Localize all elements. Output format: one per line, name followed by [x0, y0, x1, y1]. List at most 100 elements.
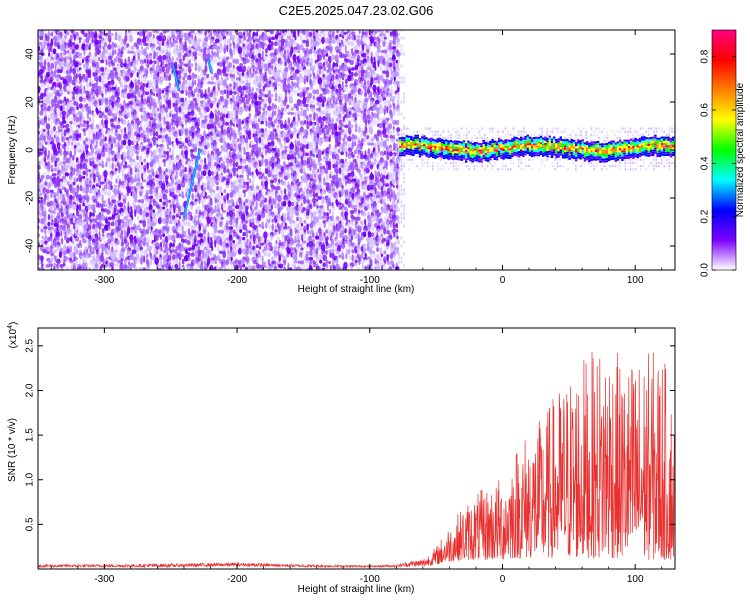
- heatmap-noise-cell: [283, 266, 287, 270]
- heatmap-noise-cell: [172, 259, 176, 265]
- heatmap-noise-cell: [72, 203, 77, 211]
- heatmap-noise-cell: [306, 245, 310, 250]
- heatmap-noise-cell: [186, 255, 191, 262]
- heatmap-noise-cell: [93, 33, 98, 42]
- heatmap-noise-cell: [229, 162, 232, 167]
- heatmap-noise-cell: [97, 57, 101, 62]
- heatmap-noise-cell: [190, 65, 194, 70]
- heatmap-noise-cell: [139, 42, 143, 46]
- heatmap-noise-cell: [296, 119, 299, 128]
- heatmap-noise-cell: [202, 170, 207, 177]
- heatmap-noise-cell: [44, 46, 48, 50]
- heatmap-noise-cell: [126, 192, 130, 197]
- heatmap-noise-cell: [277, 194, 282, 203]
- heatmap-noise-cell: [274, 93, 278, 99]
- heatmap-noise-cell: [305, 40, 310, 48]
- heatmap-noise-cell: [299, 103, 303, 107]
- heatmap-noise-cell: [111, 109, 114, 116]
- heatmap-noise-cell: [127, 206, 130, 214]
- heatmap-noise-cell: [238, 242, 244, 247]
- heatmap-noise-cell: [101, 160, 104, 166]
- heatmap-noise-cell: [145, 229, 150, 235]
- heatmap-noise-cell: [40, 174, 45, 180]
- heatmap-noise-cell: [220, 181, 223, 187]
- heatmap-noise-cell: [47, 65, 51, 71]
- heatmap-noise-cell: [43, 123, 47, 129]
- heatmap-noise-cell: [94, 96, 98, 101]
- heatmap-noise-cell: [294, 69, 300, 74]
- heatmap-noise-cell: [273, 104, 278, 110]
- heatmap-noise-cell: [122, 198, 127, 205]
- heatmap-noise-cell: [257, 220, 261, 225]
- heatmap-noise-cell: [96, 148, 102, 153]
- heatmap-noise-cell: [199, 199, 205, 203]
- heatmap-noise-cell: [167, 127, 172, 133]
- heatmap-noise-cell: [47, 61, 51, 67]
- heatmap-noise-cell: [63, 129, 67, 137]
- heatmap-noise-cell: [52, 81, 57, 89]
- heatmap-noise-cell: [69, 45, 72, 51]
- heatmap-noise-cell: [39, 68, 44, 75]
- heatmap-noise-cell: [264, 197, 267, 203]
- heatmap-noise-cell: [258, 245, 262, 250]
- heatmap-noise-cell: [267, 116, 273, 122]
- heatmap-noise-cell: [79, 143, 83, 151]
- heatmap-noise-cell: [84, 33, 88, 38]
- heatmap-noise-cell: [140, 186, 144, 190]
- heatmap-noise-cell: [297, 86, 301, 91]
- heatmap-noise-cell: [76, 210, 80, 218]
- heatmap-noise-cell: [232, 123, 236, 127]
- heatmap-noise-cell: [43, 214, 47, 222]
- heatmap-noise-cell: [55, 74, 60, 82]
- heatmap-noise-cell: [149, 59, 153, 65]
- heatmap-noise-cell: [76, 69, 80, 73]
- heatmap-noise-cell: [85, 167, 89, 172]
- heatmap-noise-cell: [65, 190, 68, 198]
- heatmap-noise-cell: [50, 67, 53, 75]
- heatmap-noise-cell: [104, 191, 107, 196]
- heatmap-noise-cell: [79, 163, 83, 170]
- heatmap-noise-cell: [75, 248, 79, 255]
- heatmap-noise-cell: [70, 265, 74, 270]
- heatmap-noise-cell: [138, 236, 143, 241]
- heatmap-noise-cell: [272, 82, 278, 87]
- heatmap-noise-cell: [244, 75, 249, 81]
- heatmap-noise-cell: [110, 221, 115, 227]
- heatmap-noise-cell: [174, 51, 178, 58]
- heatmap-noise-cell: [103, 203, 108, 208]
- heatmap-noise-cell: [261, 261, 267, 265]
- heatmap-noise-cell: [38, 50, 42, 54]
- heatmap-noise-cell: [58, 69, 63, 73]
- heatmap-noise-cell: [50, 191, 53, 199]
- heatmap-noise-cell: [239, 229, 243, 234]
- heatmap-noise-cell: [120, 161, 124, 167]
- heatmap-noise-cell: [114, 245, 119, 251]
- heatmap-noise-cell: [48, 263, 54, 268]
- heatmap-noise-cell: [82, 128, 86, 132]
- heatmap-noise-cell: [43, 226, 48, 230]
- heatmap-noise-cell: [161, 89, 165, 94]
- heatmap-noise-cell: [188, 120, 191, 125]
- heatmap-noise-cell: [107, 190, 111, 197]
- heatmap-noise-cell: [88, 245, 93, 251]
- heatmap-noise-cell: [167, 140, 172, 146]
- heatmap-noise-cell: [142, 98, 147, 105]
- heatmap-noise-cell: [74, 232, 79, 237]
- heatmap-noise-cell: [178, 193, 182, 197]
- heatmap-noise-cell: [70, 233, 74, 237]
- heatmap-noise-cell: [178, 215, 182, 220]
- heatmap-noise-cell: [77, 149, 83, 153]
- heatmap-noise-cell: [62, 201, 68, 206]
- heatmap-noise-cell: [181, 230, 187, 235]
- heatmap-noise-cell: [186, 240, 191, 246]
- heatmap-noise-cell: [312, 117, 316, 121]
- heatmap-noise-cell: [46, 194, 50, 202]
- heatmap-noise-cell: [62, 88, 65, 95]
- heatmap-noise-cell: [203, 122, 207, 130]
- heatmap-noise-cell: [100, 141, 105, 146]
- heatmap-noise-cell: [81, 99, 87, 105]
- heatmap-noise-cell: [121, 171, 125, 178]
- heatmap-noise-cell: [45, 123, 51, 130]
- heatmap-noise-cell: [97, 110, 102, 114]
- heatmap-noise-cell: [219, 239, 223, 247]
